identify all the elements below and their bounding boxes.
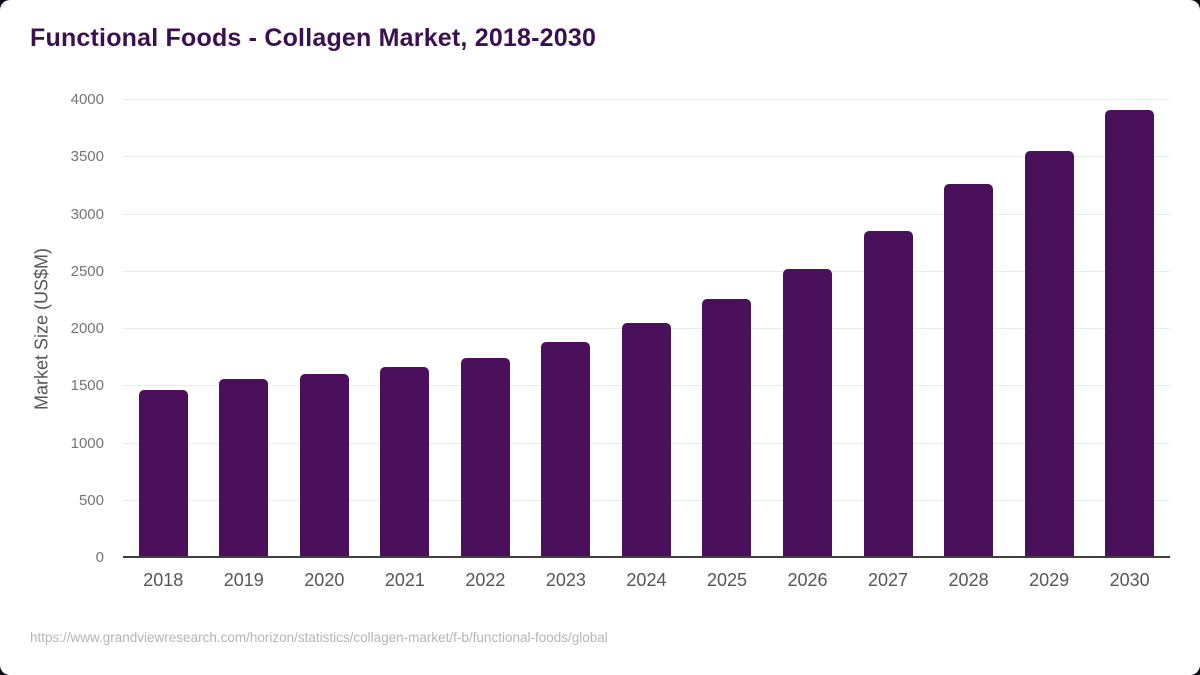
plot-area — [123, 99, 1170, 558]
y-tick-label-0: 0 — [95, 549, 104, 566]
bar-cell-2018 — [123, 100, 204, 558]
x-tick-label-2028: 2028 — [948, 570, 989, 590]
x-tick-label-2020: 2020 — [304, 570, 345, 590]
y-tick-label-500: 500 — [78, 491, 104, 509]
bars-row — [123, 100, 1170, 558]
source-url: https://www.grandviewresearch.com/horizo… — [30, 630, 608, 645]
bar-cell-2030 — [1089, 100, 1170, 558]
bar-cell-2025 — [687, 100, 768, 558]
bar-2030 — [1105, 110, 1155, 558]
y-tick-label-3500: 3500 — [70, 148, 104, 166]
gridline-3500 — [123, 156, 1170, 158]
bar-2028 — [944, 184, 994, 558]
x-tick-label-2030: 2030 — [1109, 570, 1150, 590]
x-tick-label-2024: 2024 — [626, 570, 667, 590]
bar-cell-2028 — [928, 100, 1009, 558]
bar-2026 — [783, 268, 833, 558]
y-tick-label-2500: 2500 — [70, 262, 104, 280]
gridline-4000 — [123, 99, 1170, 100]
bar-2029 — [1024, 150, 1074, 558]
x-tick-label-2019: 2019 — [223, 570, 264, 590]
y-tick-label-1000: 1000 — [70, 434, 104, 452]
y-tick-label-4000: 4000 — [70, 91, 104, 108]
x-tick-label-2027: 2027 — [868, 570, 909, 590]
x-tick-label-2025: 2025 — [706, 570, 747, 590]
x-tick-label-2023: 2023 — [545, 570, 586, 590]
bar-2023 — [541, 342, 591, 558]
bar-2019 — [219, 379, 269, 558]
bar-2027 — [863, 231, 913, 558]
x-tick-label-2021: 2021 — [384, 570, 425, 590]
x-tick-label-2026: 2026 — [787, 570, 828, 590]
bar-cell-2027 — [848, 100, 929, 558]
gridline-2500 — [123, 270, 1170, 272]
bar-2022 — [460, 357, 510, 558]
x-tick-label-2022: 2022 — [465, 570, 506, 590]
bar-cell-2026 — [767, 100, 848, 558]
bar-cell-2021 — [365, 100, 446, 558]
bar-2018 — [138, 390, 188, 558]
bar-cell-2020 — [284, 100, 365, 558]
bar-cell-2023 — [526, 100, 607, 558]
chart-title: Functional Foods - Collagen Market, 2018… — [30, 24, 597, 52]
bar-2021 — [380, 367, 430, 558]
x-axis-baseline — [123, 556, 1170, 558]
y-tick-label-1500: 1500 — [70, 377, 104, 395]
x-tick-label-2029: 2029 — [1029, 570, 1070, 590]
bar-cell-2022 — [445, 100, 526, 558]
x-tick-label-2018: 2018 — [143, 570, 184, 590]
y-tick-label-3000: 3000 — [70, 205, 104, 223]
gridline-3000 — [123, 213, 1170, 215]
bar-cell-2024 — [606, 100, 687, 558]
bar-2024 — [621, 323, 671, 558]
x-axis-tick-labels: 2018 2019 2020 2021 2022 2023 2024 2025 2026 2027… — [123, 570, 1170, 591]
bar-2025 — [702, 299, 752, 558]
y-tick-label-2000: 2000 — [70, 320, 104, 337]
bar-cell-2029 — [1009, 100, 1090, 558]
bar-2020 — [299, 374, 349, 558]
bar-cell-2019 — [204, 100, 285, 558]
